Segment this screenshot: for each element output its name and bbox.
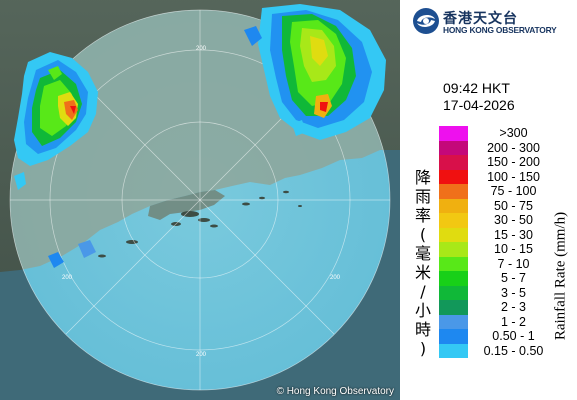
range-label-east: 200 [330,275,341,281]
legend-row: 150 - 200 [439,155,559,170]
legend-swatch [439,329,468,344]
legend-row: 50 - 75 [439,198,559,213]
rain-echo-east [244,4,386,140]
legend-label: 200 - 300 [487,140,540,155]
legend-label: 5 - 7 [500,271,526,286]
legend-label: 0.15 - 0.50 [483,343,544,358]
legend-swatch [439,314,468,329]
legend-label: 150 - 200 [487,155,540,170]
legend-swatch [439,140,468,155]
range-label-north: 200 [196,46,207,52]
legend-row: 0.15 - 0.50 [439,343,559,358]
legend-row: 30 - 50 [439,213,559,228]
legend-swatch [439,155,468,170]
observation-time: 09:42 HKT [443,80,510,96]
radar-map[interactable]: 200 200 200 200 [0,0,400,400]
legend-row: 0.50 - 1 [439,329,559,344]
islands [98,190,302,258]
copyright-text: © Hong Kong Observatory [276,386,394,397]
legend-label: 100 - 150 [487,169,540,184]
observation-date: 17-04-2026 [443,97,515,113]
legend-label: 3 - 5 [500,285,526,300]
logo-name-en: HONG KONG OBSERVATORY [443,25,557,35]
legend-label: 75 - 100 [490,184,537,199]
legend-swatch [439,271,468,286]
legend-swatch [439,184,468,199]
range-labels: 200 200 200 200 [62,46,341,358]
legend-label: 0.50 - 1 [492,329,535,344]
legend-row: 5 - 7 [439,271,559,286]
legend-swatch [439,213,468,228]
legend-row: 3 - 5 [439,285,559,300]
legend-label: >300 [499,126,528,141]
legend-label: 15 - 30 [494,227,533,242]
legend-swatch [439,242,468,257]
legend-label: 10 - 15 [494,242,533,257]
range-label-south: 200 [196,352,207,358]
legend-row: 100 - 150 [439,169,559,184]
legend-row: 10 - 15 [439,242,559,257]
legend-swatch [439,126,468,141]
legend-swatch [439,343,468,358]
legend-swatch [439,285,468,300]
legend-label: 30 - 50 [494,213,533,228]
range-label-west: 200 [62,275,73,281]
legend-row: 2 - 3 [439,300,559,315]
legend-swatch [439,227,468,242]
legend-row: 7 - 10 [439,256,559,271]
legend-title-zh: 降 雨 率 ( 毫 米 / 小 時 ) [414,168,431,358]
legend-title-en: Rainfall Rate (mm/h) [552,211,569,341]
rain-echo-west [14,52,98,268]
legend-swatch [439,256,468,271]
legend-panel: 香港天文台 HONG KONG OBSERVATORY 09:42 HKT 17… [400,0,577,400]
legend-row: 15 - 30 [439,227,559,242]
legend-label: 1 - 2 [500,314,526,329]
hko-logo: 香港天文台 HONG KONG OBSERVATORY [412,7,572,37]
legend-label: 2 - 3 [500,300,526,315]
legend-swatch [439,300,468,315]
hko-emblem-icon [413,8,439,34]
legend-swatch [439,198,468,213]
legend-row: 1 - 2 [439,314,559,329]
legend-row: 75 - 100 [439,184,559,199]
legend-label: 7 - 10 [497,256,530,271]
rainfall-rate-legend: >300 200 - 300 150 - 200 100 - 150 75 - 100 5… [439,126,559,358]
legend-row: >300 [439,126,559,141]
logo-name-zh: 香港天文台 [443,10,518,26]
legend-label: 50 - 75 [494,198,533,213]
legend-row: 200 - 300 [439,140,559,155]
legend-swatch [439,169,468,184]
